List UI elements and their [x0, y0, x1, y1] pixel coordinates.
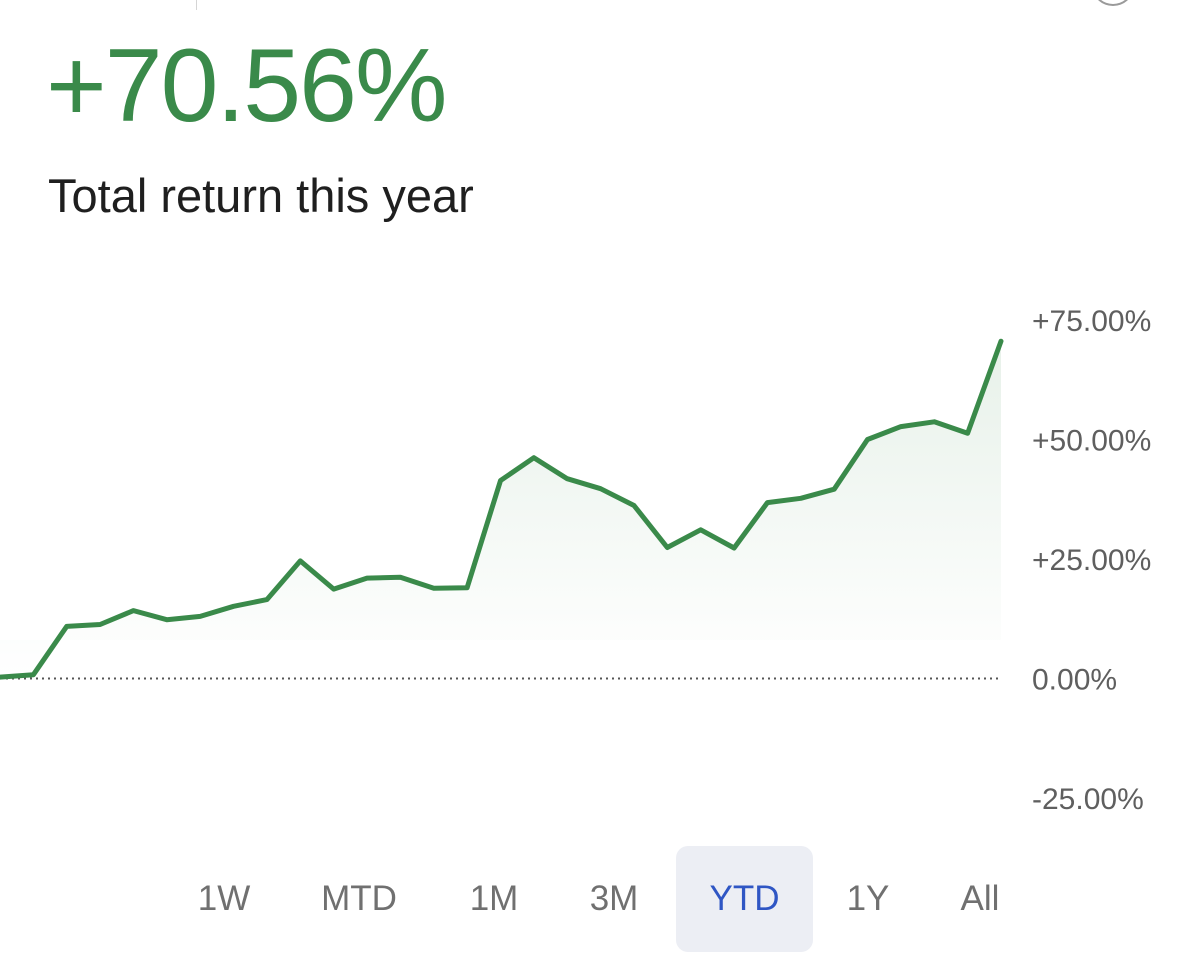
data-point[interactable] [461, 582, 473, 594]
y-tick-label: +50.00% [1032, 425, 1151, 458]
data-point[interactable] [595, 483, 607, 495]
data-point[interactable] [161, 614, 173, 626]
data-point[interactable] [561, 473, 573, 485]
data-point[interactable] [328, 583, 340, 595]
range-tab-1w[interactable]: 1W [197, 879, 251, 918]
data-point[interactable] [94, 619, 106, 631]
y-tick-label: -25.00% [1032, 783, 1144, 816]
data-point[interactable] [128, 605, 140, 617]
data-point[interactable] [428, 582, 440, 594]
data-point[interactable] [61, 620, 73, 632]
return-series-line [0, 338, 1004, 680]
data-point[interactable] [928, 416, 940, 428]
top-divider [196, 0, 197, 10]
return-chart[interactable]: +75.00% +50.00% +25.00% 0.00% -25.00% [0, 0, 1200, 840]
data-point[interactable] [628, 500, 640, 512]
data-point[interactable] [761, 497, 773, 509]
data-point[interactable] [294, 555, 306, 567]
range-tab-1y[interactable]: 1Y [846, 879, 890, 918]
data-point[interactable] [695, 524, 707, 536]
total-return-label: Total return this year [48, 169, 474, 222]
data-point[interactable] [528, 452, 540, 464]
data-point[interactable] [995, 335, 1007, 347]
range-tab-1m[interactable]: 1M [469, 879, 519, 918]
range-selector: 1W MTD 1M 3M YTD 1Y All [0, 846, 1200, 954]
data-point[interactable] [728, 542, 740, 554]
range-tab-all[interactable]: All [960, 879, 1000, 918]
total-return-value: +70.56% [46, 28, 447, 144]
range-tab-3m[interactable]: 3M [589, 879, 639, 918]
data-point[interactable] [661, 542, 673, 554]
range-tab-ytd[interactable]: YTD [676, 846, 813, 952]
data-point[interactable] [795, 492, 807, 504]
y-tick-label: 0.00% [1032, 664, 1117, 697]
return-area-fill [0, 341, 1001, 678]
data-point[interactable] [361, 572, 373, 584]
data-point[interactable] [895, 421, 907, 433]
range-tab-mtd[interactable]: MTD [321, 879, 397, 918]
data-point[interactable] [27, 669, 39, 681]
data-point[interactable] [228, 600, 240, 612]
data-point[interactable] [962, 427, 974, 439]
data-point[interactable] [495, 475, 507, 487]
data-point[interactable] [194, 610, 206, 622]
y-tick-label: +25.00% [1032, 544, 1151, 577]
data-point[interactable] [828, 483, 840, 495]
data-point[interactable] [261, 594, 273, 606]
y-tick-label: +75.00% [1032, 305, 1151, 338]
data-point[interactable] [862, 434, 874, 446]
data-point[interactable] [394, 571, 406, 583]
